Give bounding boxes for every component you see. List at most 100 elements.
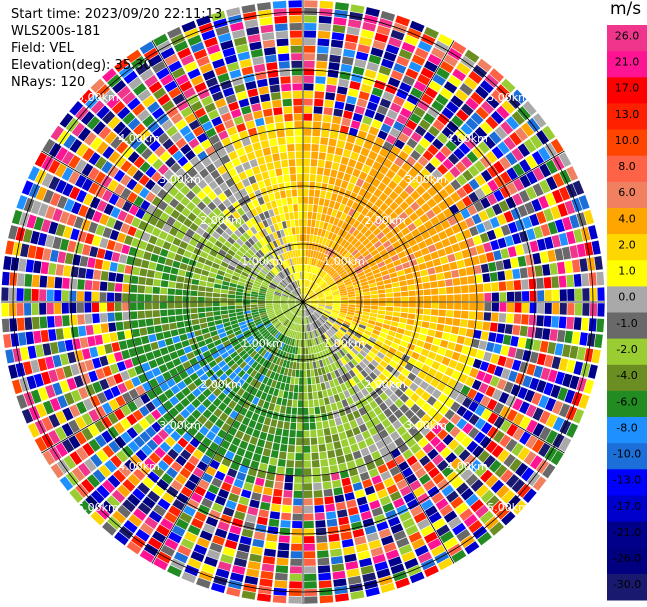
velocity-gate <box>468 178 480 191</box>
velocity-gate <box>316 174 323 183</box>
velocity-gate <box>354 58 367 69</box>
velocity-gate <box>484 74 499 88</box>
velocity-gate <box>325 191 332 200</box>
velocity-gate <box>393 121 405 132</box>
velocity-gate <box>318 15 332 24</box>
velocity-gate <box>449 261 458 270</box>
velocity-gate <box>405 273 414 280</box>
velocity-gate <box>434 223 444 233</box>
velocity-gate <box>309 292 315 298</box>
velocity-gate <box>386 134 397 145</box>
velocity-gate <box>352 66 365 76</box>
velocity-gate <box>441 238 451 248</box>
velocity-gate <box>303 287 305 295</box>
velocity-gate <box>348 208 356 217</box>
elevation-label: Elevation(deg): 35.30 <box>11 58 152 73</box>
velocity-gate <box>390 70 404 81</box>
velocity-gate <box>311 219 316 228</box>
velocity-gate <box>346 182 355 192</box>
velocity-gate <box>347 235 355 243</box>
velocity-gate <box>475 244 485 255</box>
velocity-gate <box>311 136 320 144</box>
velocity-gate <box>525 155 538 169</box>
velocity-gate <box>337 219 344 228</box>
velocity-gate <box>377 261 386 268</box>
velocity-gate <box>529 240 539 253</box>
velocity-gate <box>431 205 442 215</box>
velocity-gate <box>432 258 442 267</box>
velocity-gate <box>304 287 306 295</box>
velocity-gate <box>343 173 352 182</box>
velocity-gate <box>370 204 379 214</box>
velocity-gate <box>379 192 388 202</box>
velocity-gate <box>303 136 311 144</box>
velocity-gate <box>396 56 410 67</box>
velocity-gate <box>365 220 374 229</box>
velocity-gate <box>505 196 517 209</box>
velocity-gate <box>310 166 317 174</box>
velocity-gate <box>314 259 319 267</box>
velocity-gate <box>485 206 496 219</box>
velocity-gate <box>306 272 310 280</box>
velocity-gate <box>305 272 308 280</box>
velocity-gate <box>374 218 383 227</box>
velocity-gate <box>387 77 401 88</box>
velocity-gate <box>312 284 317 290</box>
velocity-gate <box>303 287 306 295</box>
velocity-gate <box>346 286 354 290</box>
colorbar-tick-label: -4.0 <box>616 369 637 382</box>
velocity-gate <box>425 260 434 269</box>
velocity-gate <box>312 121 322 129</box>
velocity-gate <box>455 128 468 141</box>
velocity-gate <box>372 227 381 236</box>
velocity-gate <box>320 229 326 237</box>
velocity-gate <box>309 273 313 281</box>
velocity-gate <box>477 58 492 73</box>
velocity-gate <box>320 283 328 289</box>
velocity-gate <box>469 226 479 237</box>
velocity-gate <box>348 226 356 235</box>
velocity-gate <box>336 245 343 253</box>
velocity-gate <box>427 144 439 156</box>
velocity-gate <box>364 229 372 238</box>
velocity-gate <box>338 257 346 265</box>
velocity-gate <box>402 126 414 137</box>
velocity-gate <box>417 100 430 112</box>
velocity-gate <box>372 268 381 275</box>
velocity-gate <box>550 138 564 154</box>
velocity-gate <box>379 98 392 109</box>
velocity-gate <box>551 234 561 248</box>
velocity-gate <box>405 119 418 131</box>
velocity-gate <box>348 246 356 254</box>
velocity-gate <box>316 61 328 69</box>
velocity-gate <box>335 147 344 156</box>
velocity-gate <box>406 138 418 149</box>
velocity-gate <box>344 103 355 112</box>
velocity-gate <box>480 197 491 209</box>
velocity-gate <box>409 20 425 33</box>
velocity-gate <box>431 169 443 180</box>
velocity-gate <box>450 95 464 108</box>
velocity-gate <box>343 48 356 58</box>
velocity-gate <box>511 147 524 162</box>
velocity-gate <box>438 188 449 200</box>
velocity-gate <box>376 25 391 36</box>
velocity-gate <box>332 290 340 294</box>
velocity-gate <box>303 113 313 121</box>
velocity-gate <box>374 208 384 218</box>
velocity-gate <box>410 190 421 201</box>
velocity-gate <box>460 123 473 136</box>
velocity-gate <box>331 288 339 293</box>
velocity-gate <box>417 156 429 167</box>
velocity-gate <box>304 38 316 46</box>
velocity-gate <box>394 206 404 216</box>
velocity-gate <box>333 108 343 117</box>
velocity-gate <box>345 283 353 288</box>
velocity-gate <box>321 284 328 290</box>
colorbar-tick-label: -1.0 <box>616 317 637 330</box>
velocity-gate <box>390 277 399 283</box>
velocity-gate <box>362 264 370 271</box>
velocity-gate <box>379 249 388 257</box>
velocity-gate <box>381 253 390 261</box>
velocity-gate <box>328 176 336 185</box>
